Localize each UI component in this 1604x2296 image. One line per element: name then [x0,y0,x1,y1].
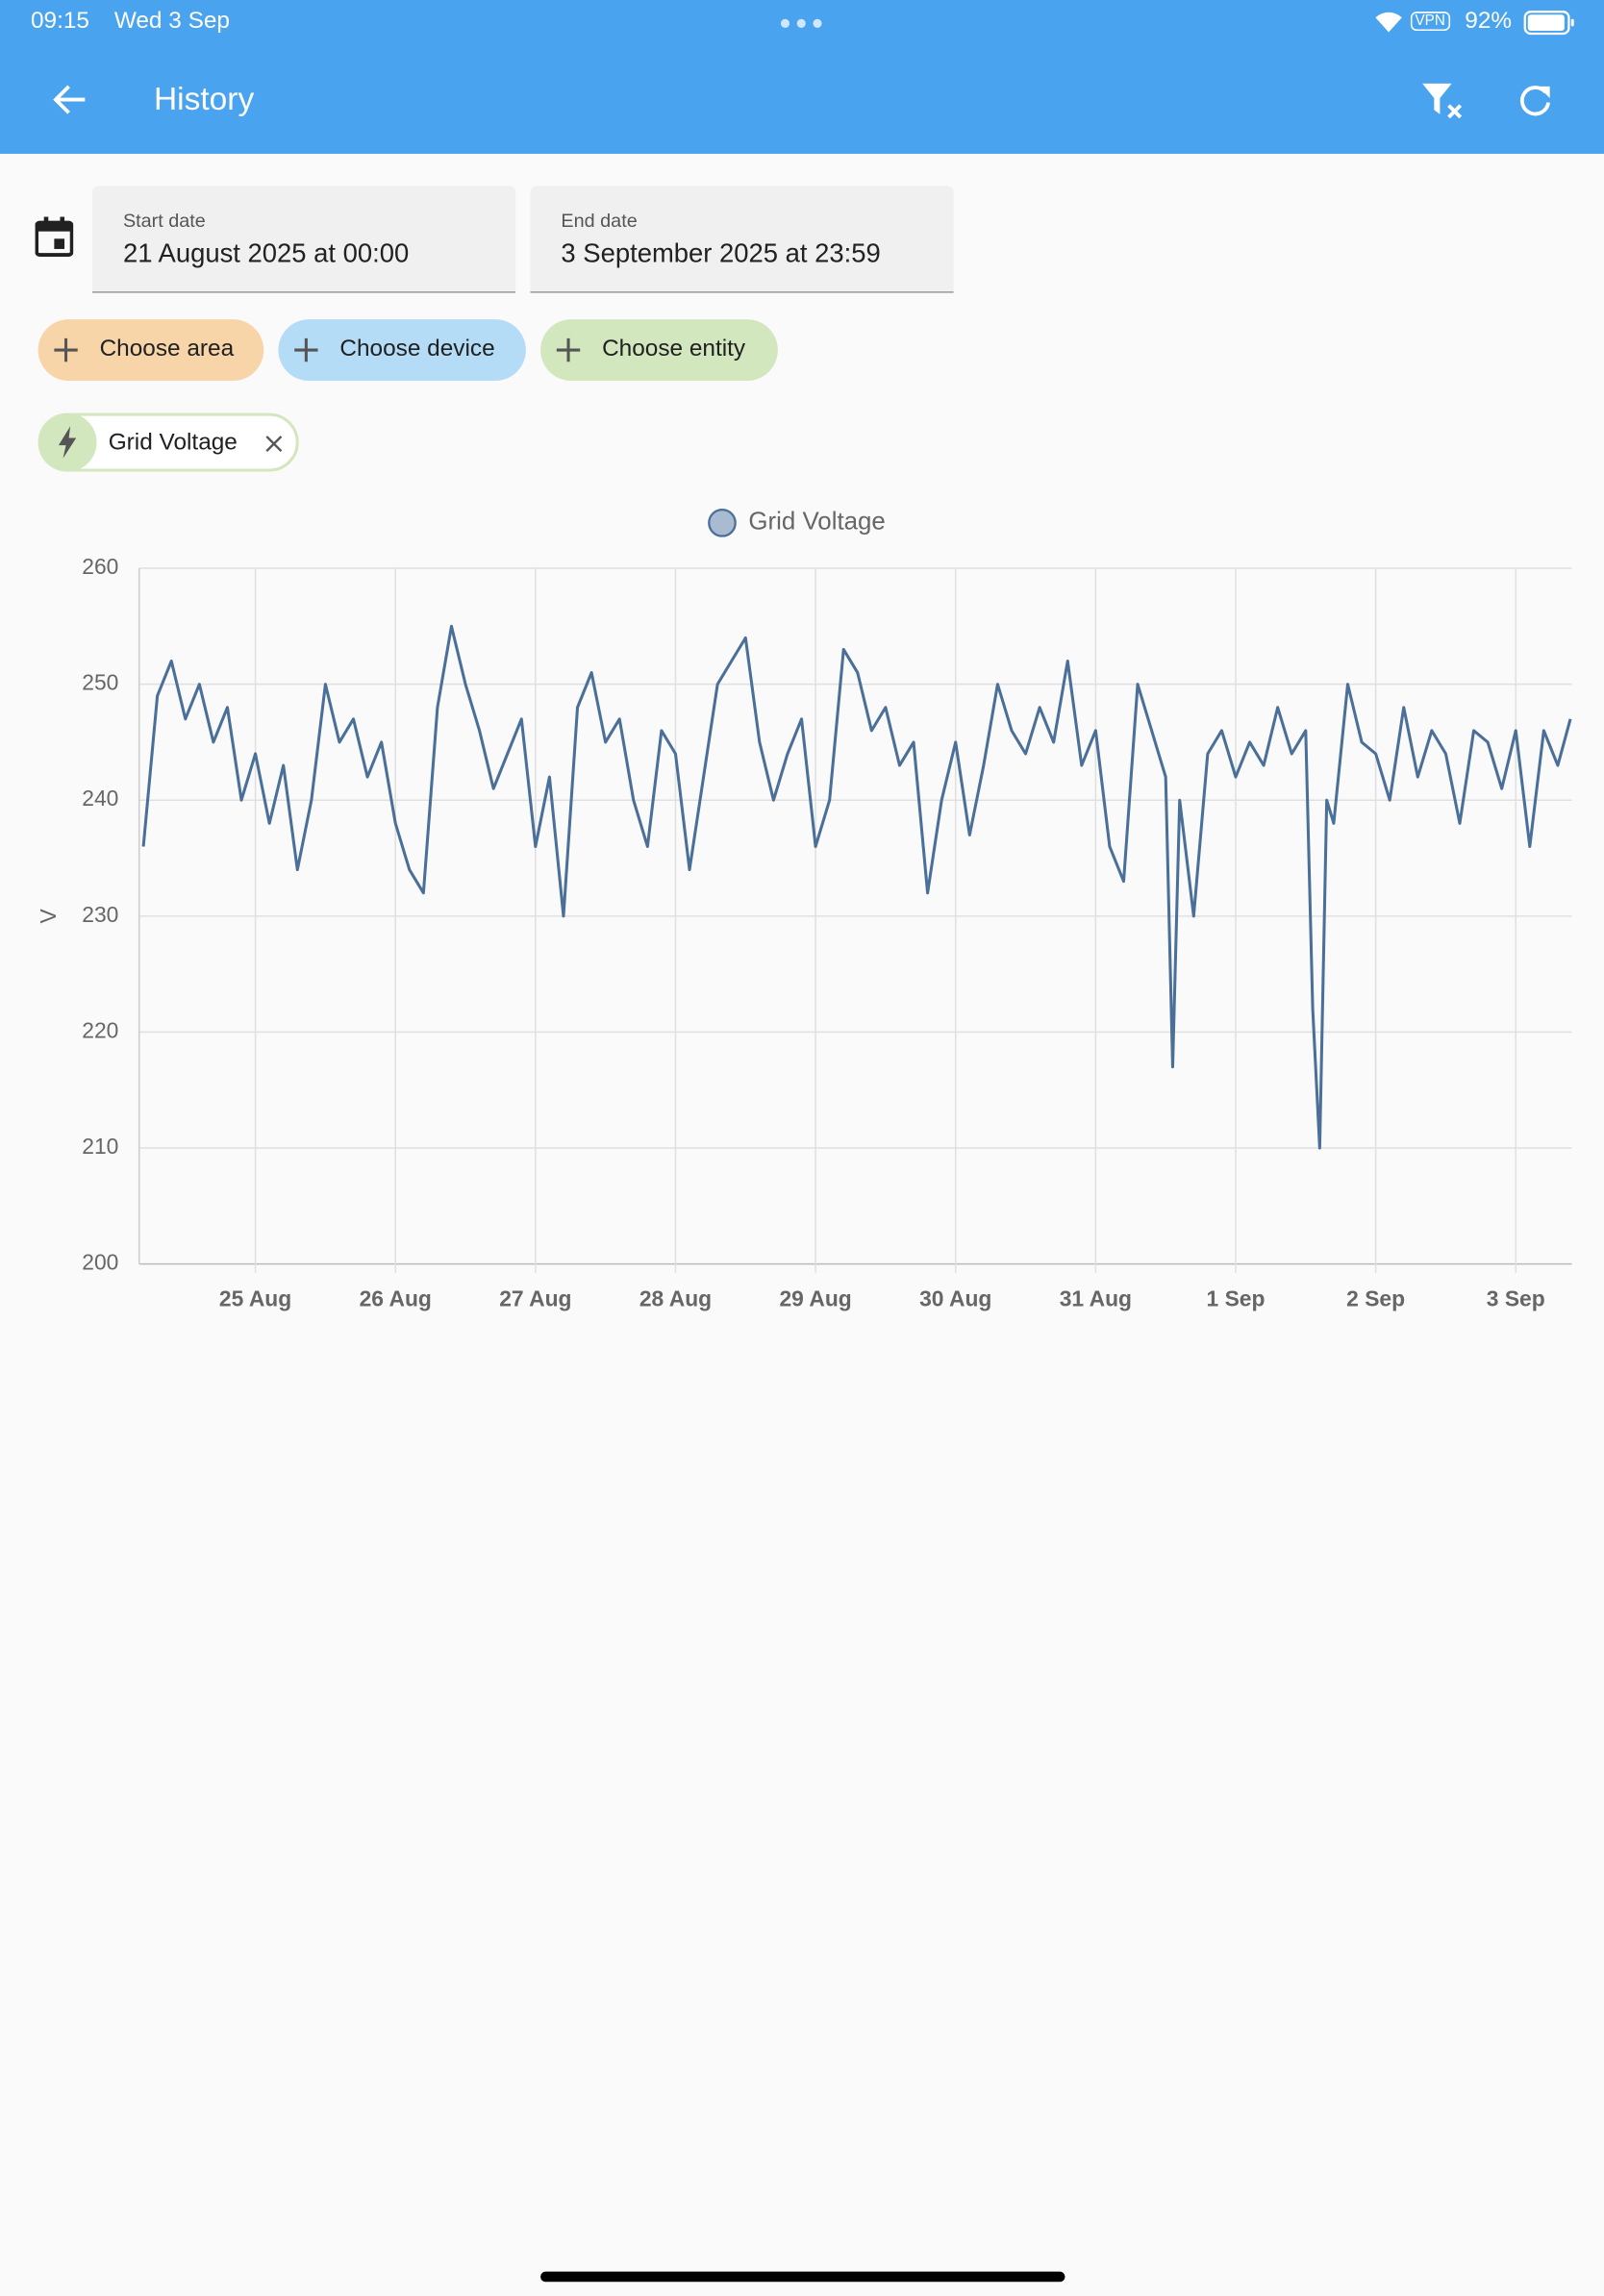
end-date-field[interactable]: End date 3 September 2025 at 23:59 [530,186,954,293]
vpn-badge: VPN [1410,12,1450,31]
multitask-dots[interactable] [779,17,823,29]
choose-entity-chip[interactable]: Choose entity [540,319,778,382]
legend-label: Grid Voltage [748,509,885,536]
plus-icon [54,337,78,362]
x-tick-label: 30 Aug [919,1286,991,1311]
x-tick-label: 3 Sep [1487,1286,1545,1311]
y-tick-label: 220 [82,1017,118,1042]
start-date-field[interactable]: Start date 21 August 2025 at 00:00 [91,186,516,293]
x-tick-label: 1 Sep [1207,1286,1266,1311]
x-tick-label: 28 Aug [639,1286,712,1311]
plus-icon [294,337,318,362]
y-axis-label: V [36,908,61,923]
back-button[interactable] [51,82,89,117]
y-tick-label: 200 [82,1250,118,1275]
x-tick-label: 27 Aug [499,1286,571,1311]
choose-device-chip[interactable]: Choose device [278,319,526,382]
y-tick-label: 260 [82,554,118,579]
history-chart: 200 210 220 230 240 250 260 25 Aug 26 Aug 27 Aug 2… [36,508,1572,1311]
refresh-button[interactable] [1515,81,1556,122]
wifi-icon [1375,12,1402,33]
start-date-value: 21 August 2025 at 00:00 [122,238,410,268]
x-tick-label: 2 Sep [1346,1286,1405,1311]
legend-marker [708,508,737,537]
app-bar: 09:15 Wed 3 Sep VPN 92% History [0,0,1604,154]
end-date-value: 3 September 2025 at 23:59 [561,238,881,268]
entity-icon [38,412,97,472]
page-title: History [153,80,255,117]
status-time: 09:15 [30,9,89,35]
battery-percent: 92% [1465,9,1513,35]
x-tick-label: 31 Aug [1060,1286,1132,1311]
y-tick-label: 230 [82,902,118,927]
y-tick-label: 240 [82,786,118,811]
home-indicator[interactable] [540,2271,1065,2283]
y-tick-label: 210 [82,1134,118,1159]
end-date-label: End date [561,209,638,232]
data-line [141,624,1572,1150]
selected-entity-chip[interactable]: Grid Voltage [38,412,299,472]
battery-icon [1523,11,1574,36]
y-tick-label: 250 [82,670,118,695]
status-date: Wed 3 Sep [113,9,230,35]
calendar-icon[interactable] [35,216,74,258]
plus-icon [556,337,581,362]
chip-label: Choose area [99,337,235,362]
entity-name: Grid Voltage [108,430,238,456]
x-tick-label: 25 Aug [219,1286,291,1311]
clear-filter-button[interactable] [1421,81,1468,122]
remove-entity-button[interactable] [263,434,284,454]
chip-label: Choose device [339,337,495,362]
x-tick-label: 26 Aug [360,1286,432,1311]
x-tick-label: 29 Aug [779,1286,851,1311]
chip-label: Choose entity [602,337,746,362]
choose-area-chip[interactable]: Choose area [38,319,264,382]
start-date-label: Start date [122,209,206,232]
